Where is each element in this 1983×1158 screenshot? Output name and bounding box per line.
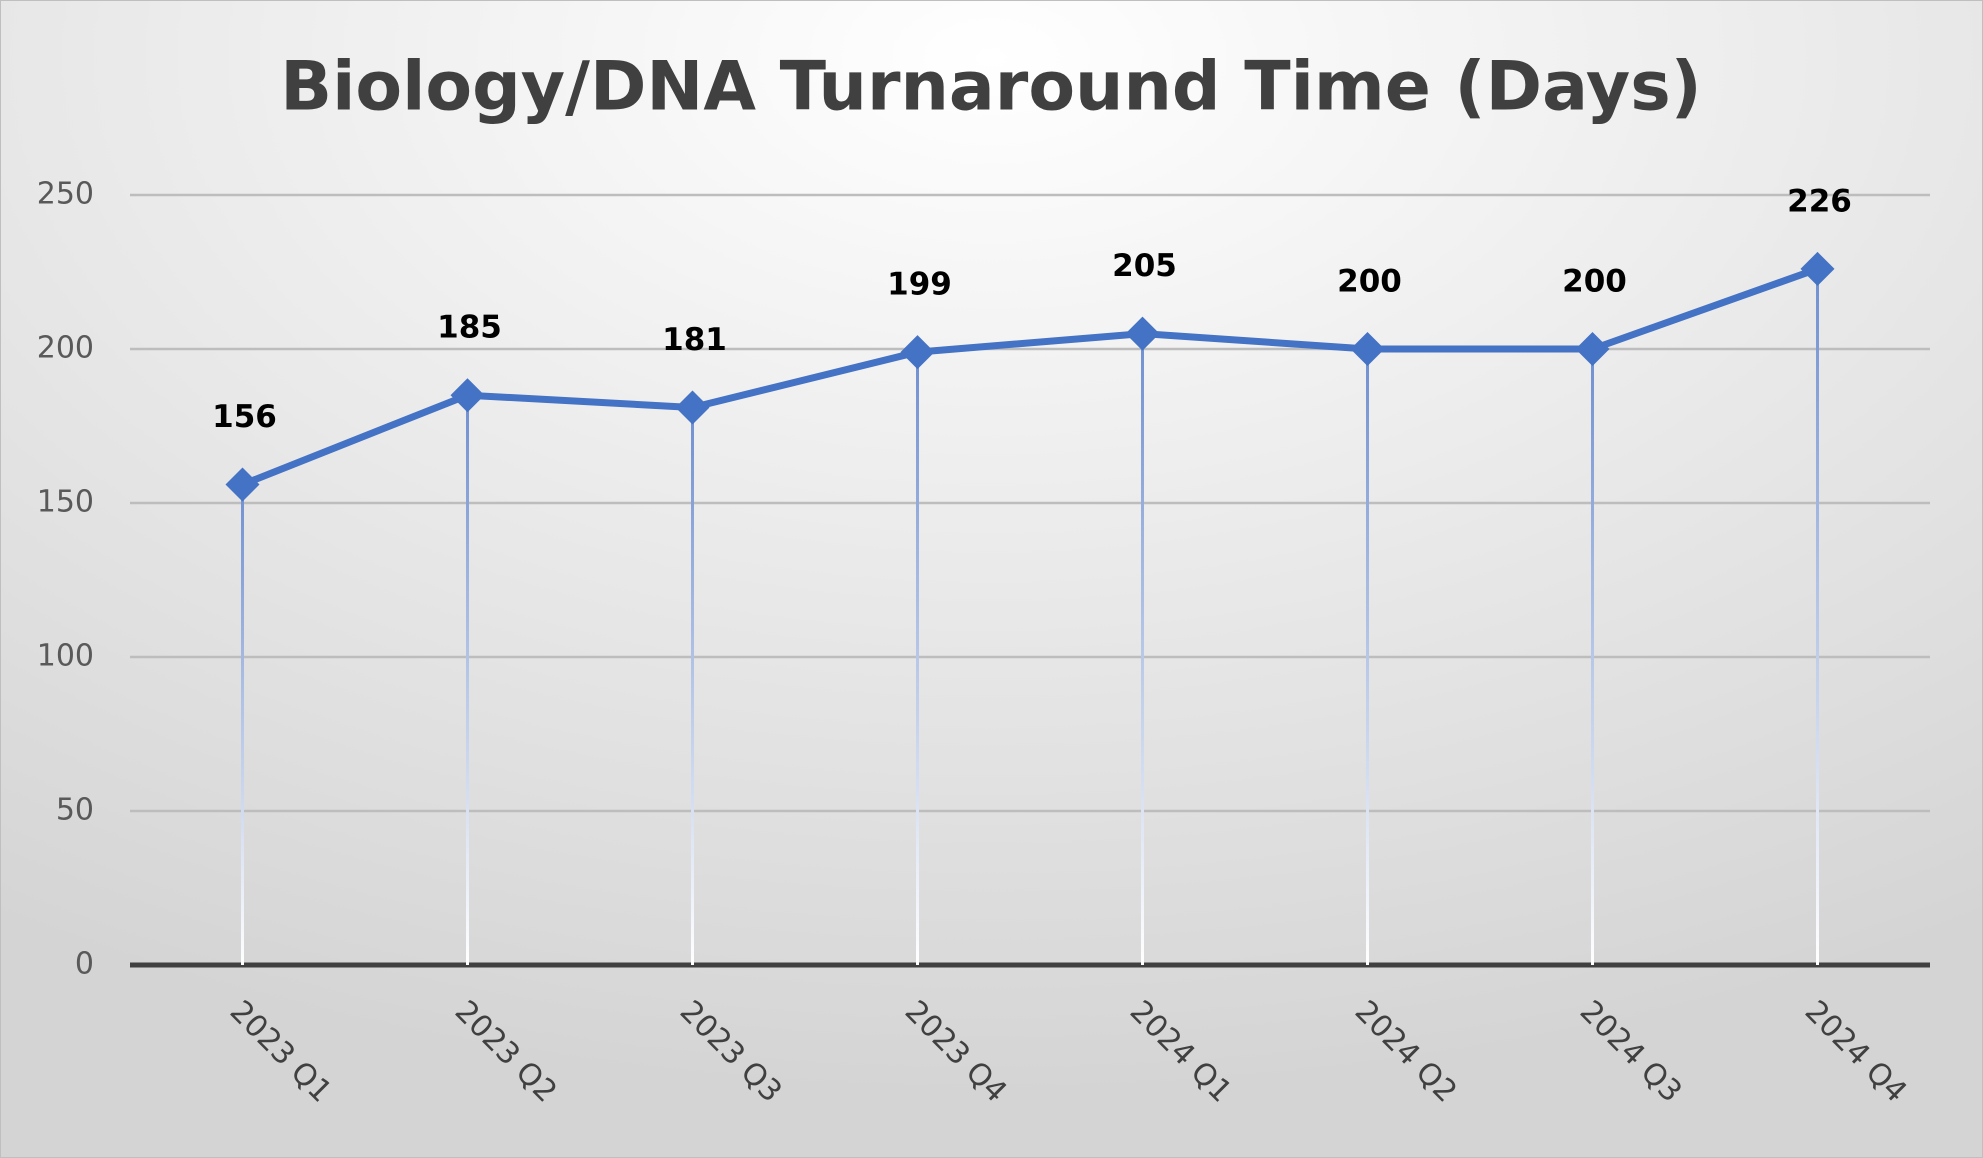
data-label: 205 — [1112, 248, 1177, 284]
y-tick-label: 250 — [37, 177, 94, 212]
drop-line — [1141, 333, 1144, 966]
drop-line — [916, 352, 919, 966]
data-label: 200 — [1562, 264, 1627, 300]
data-label: 200 — [1337, 264, 1402, 300]
marker — [450, 378, 485, 413]
drop-line — [466, 395, 469, 965]
data-label: 181 — [662, 322, 727, 358]
marker — [1575, 332, 1610, 366]
chart-title: Biology/DNA Turnaround Time (Days) — [280, 48, 1702, 127]
y-tick-label: 100 — [37, 639, 94, 674]
drop-line — [1591, 349, 1594, 965]
marker — [900, 335, 935, 370]
data-label: 156 — [212, 399, 277, 435]
data-line — [241, 265, 1819, 488]
y-tick-label: 0 — [75, 947, 94, 982]
y-tick-label: 150 — [37, 485, 94, 520]
drop-line — [1816, 268, 1819, 965]
marker — [675, 390, 710, 425]
drop-line — [241, 484, 244, 965]
data-label: 199 — [887, 267, 952, 303]
data-label: 226 — [1787, 183, 1852, 219]
data-label: 185 — [437, 310, 502, 346]
y-tick-label: 200 — [37, 331, 94, 366]
marker — [1800, 251, 1835, 286]
y-tick-label: 50 — [56, 793, 94, 828]
drop-line — [1366, 349, 1369, 965]
marker — [1125, 316, 1160, 351]
drop-line — [691, 407, 694, 965]
marker — [225, 467, 260, 502]
marker — [1350, 332, 1385, 366]
